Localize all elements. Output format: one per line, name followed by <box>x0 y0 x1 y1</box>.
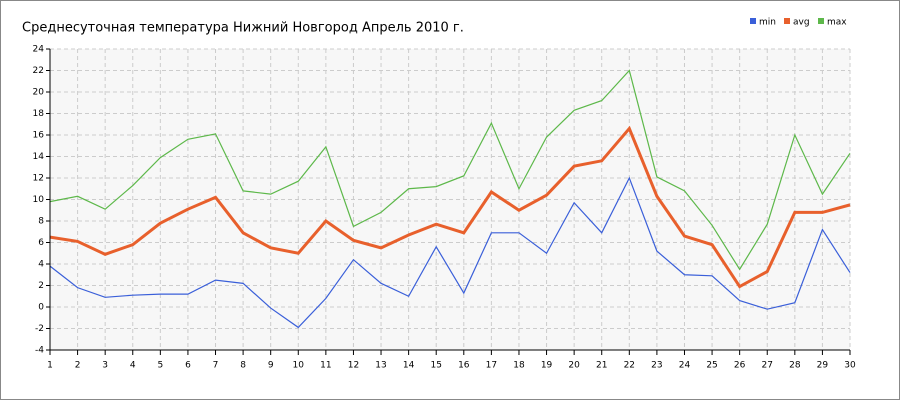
legend-swatch <box>818 18 824 24</box>
x-tick-label: 3 <box>102 361 108 371</box>
x-tick-label: 24 <box>679 361 691 371</box>
legend-label: max <box>827 18 847 28</box>
y-tick-label: 24 <box>33 45 45 55</box>
series-line <box>49 176 851 329</box>
legend-swatch <box>750 18 756 24</box>
x-tick-label: 12 <box>348 361 359 371</box>
y-tick-label: 12 <box>33 174 44 184</box>
x-tick-label: 9 <box>268 361 274 371</box>
x-tick-label: 20 <box>568 361 580 371</box>
legend-label: avg <box>793 18 810 28</box>
y-tick-label: 16 <box>33 131 45 141</box>
x-tick-label: 13 <box>375 361 386 371</box>
x-tick-label: 4 <box>130 361 136 371</box>
x-tick-label: 28 <box>789 361 801 371</box>
x-tick-label: 21 <box>596 361 607 371</box>
x-tick-label: 1 <box>47 361 53 371</box>
y-tick-label: -4 <box>35 346 44 356</box>
x-tick-label: 2 <box>75 361 81 371</box>
chart-title: Среднесуточная температура Нижний Новгор… <box>22 21 464 36</box>
y-tick-label: 18 <box>33 109 45 119</box>
x-tick-label: 19 <box>541 361 553 371</box>
x-tick-label: 7 <box>213 361 219 371</box>
y-tick-label: -2 <box>35 324 44 334</box>
x-tick-label: 6 <box>185 361 191 371</box>
x-tick-label: 10 <box>293 361 305 371</box>
legend-swatch <box>784 18 790 24</box>
x-tick-label: 18 <box>513 361 525 371</box>
y-tick-label: 14 <box>33 152 45 162</box>
lines <box>49 69 851 329</box>
y-tick-label: 10 <box>33 195 45 205</box>
x-tick-label: 15 <box>430 361 441 371</box>
x-tick-label: 8 <box>240 361 246 371</box>
y-tick-label: 8 <box>38 217 44 227</box>
x-tick-label: 25 <box>706 361 717 371</box>
series-line <box>49 125 851 289</box>
x-tick-label: 29 <box>817 361 829 371</box>
series-line <box>49 69 851 271</box>
y-tick-label: 6 <box>38 238 44 248</box>
x-tick-label: 22 <box>624 361 635 371</box>
y-tick-label: 2 <box>38 281 44 291</box>
x-tick-label: 11 <box>320 361 331 371</box>
x-tick-label: 27 <box>762 361 773 371</box>
legend-label: min <box>759 18 776 28</box>
y-tick-label: 0 <box>38 303 44 313</box>
x-tick-label: 17 <box>486 361 497 371</box>
x-tick-label: 26 <box>734 361 746 371</box>
x-tick-label: 30 <box>844 361 856 371</box>
x-tick-label: 16 <box>458 361 470 371</box>
y-tick-label: 4 <box>38 260 44 270</box>
y-tick-label: 22 <box>33 66 44 76</box>
x-tick-label: 5 <box>157 361 163 371</box>
x-tick-label: 23 <box>651 361 662 371</box>
y-tick-label: 20 <box>33 88 45 98</box>
x-tick-label: 14 <box>403 361 415 371</box>
